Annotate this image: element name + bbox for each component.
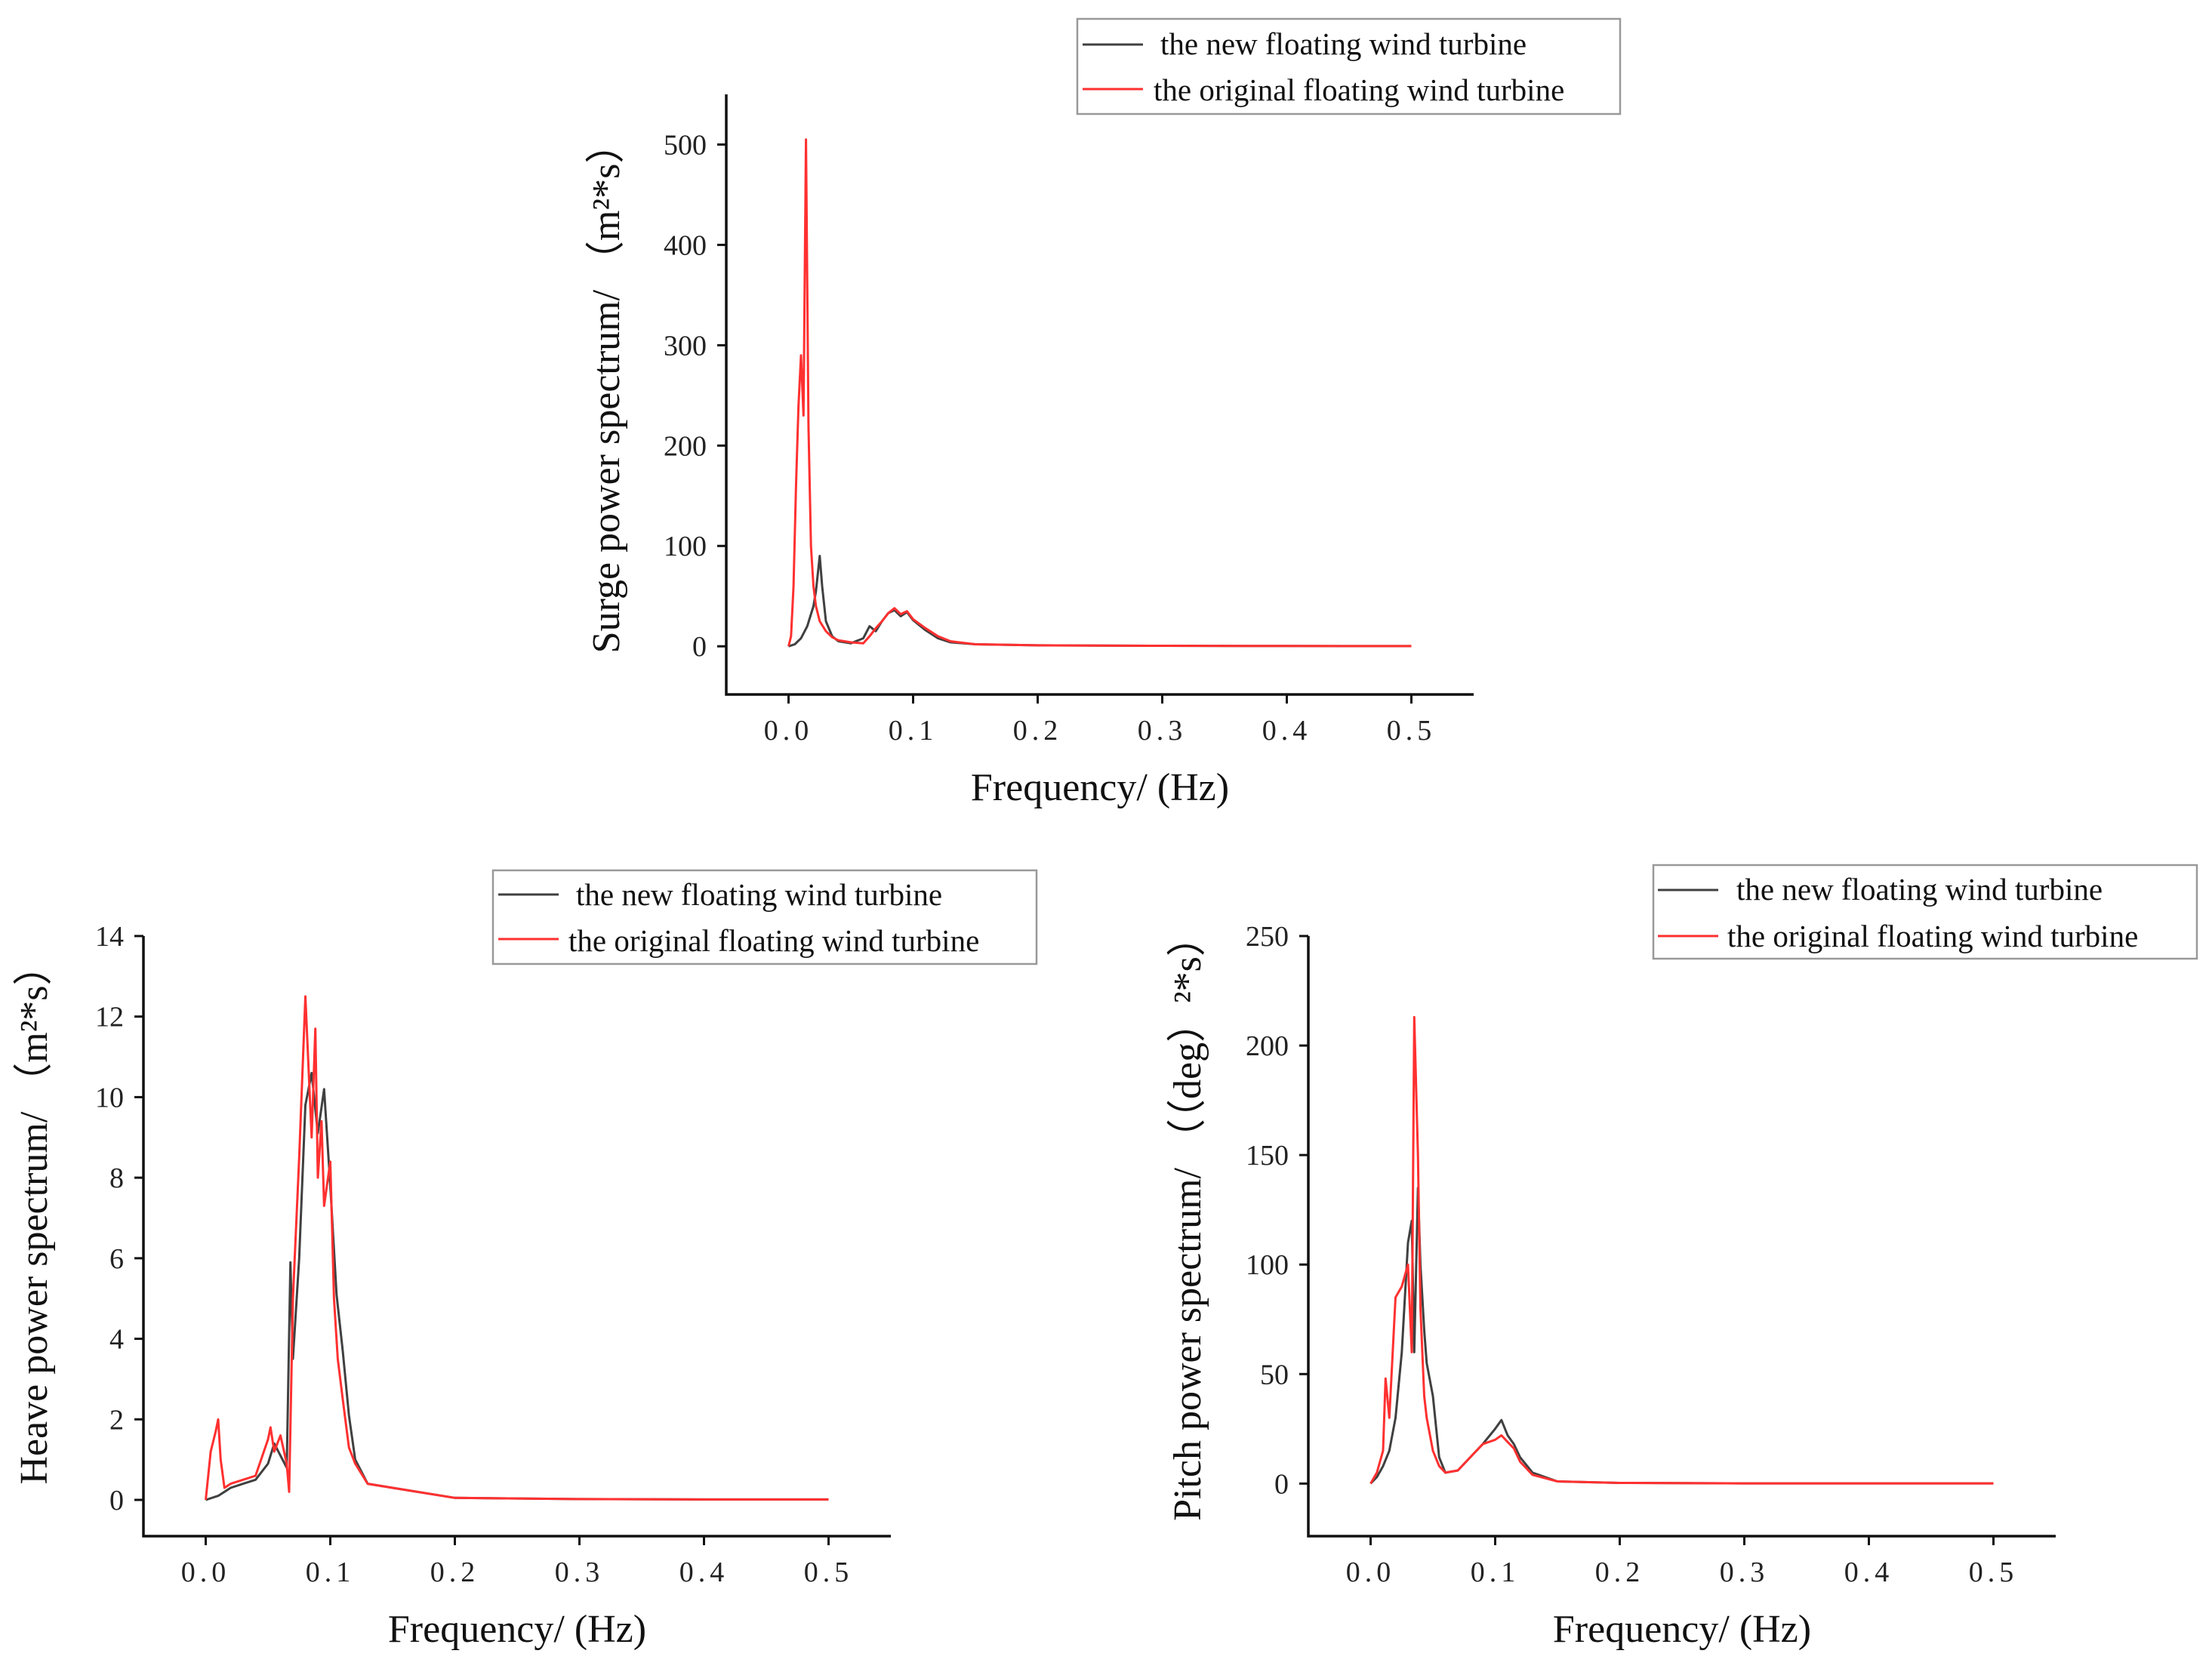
surge-x-axis-label: Frequency/ (Hz) (971, 766, 1229, 809)
surge-y-tick-label: 200 (664, 430, 707, 462)
heave-legend: the new floating wind turbine the origin… (491, 869, 1038, 965)
pitch-y-tick-labels: 0 50 100 150 200 250 (1246, 921, 1289, 1500)
heave-y-tick-label: 14 (95, 921, 124, 953)
heave-axes (142, 936, 891, 1538)
pitch-legend-label-new: the new floating wind turbine (1736, 872, 2103, 907)
pitch-ticks (1299, 935, 1995, 1545)
heave-y-tick-label: 6 (109, 1243, 124, 1275)
surge-legend-label-new: the new floating wind turbine (1160, 26, 1527, 61)
heave-x-tick-label: 0.0 (181, 1557, 231, 1588)
pitch-y-tick-label: 50 (1260, 1359, 1289, 1390)
pitch-x-tick-label: 0.4 (1844, 1557, 1894, 1588)
heave-y-tick-label: 2 (109, 1404, 124, 1436)
heave-y-tick-label: 12 (95, 1002, 124, 1033)
pitch-series-new-line (1369, 1187, 1994, 1485)
pitch-chart: 0 50 100 150 200 250 0.0 0.1 0.2 0.3 0.4 0.5 Pitch… (1166, 864, 2198, 1651)
heave-y-tick-labels: 0 2 4 6 8 10 12 14 (95, 921, 124, 1517)
surge-x-tick-labels: 0.0 0.1 0.2 0.3 0.4 0.5 (764, 715, 1437, 747)
surge-legend: the new floating wind turbine the origin… (1076, 17, 1622, 115)
pitch-legend-label-original: the original floating wind turbine (1727, 919, 2138, 953)
heave-series-original-line (205, 995, 829, 1501)
surge-ticks (717, 143, 1413, 704)
pitch-axes (1307, 936, 2056, 1538)
heave-x-axis-label: Frequency/ (Hz) (388, 1608, 646, 1651)
surge-plot-lines (787, 138, 1412, 648)
pitch-series-original-line (1369, 1015, 1994, 1485)
pitch-y-tick-label: 0 (1274, 1468, 1289, 1500)
surge-x-tick-label: 0.3 (1138, 715, 1188, 747)
pitch-plot-lines (1369, 1015, 1994, 1485)
pitch-y-tick-label: 250 (1246, 921, 1289, 953)
surge-x-tick-label: 0.2 (1013, 715, 1063, 747)
pitch-y-axis-label: Pitch power spectrum/ （（deg）²*s） (1166, 917, 1209, 1521)
heave-x-tick-label: 0.5 (804, 1557, 854, 1588)
heave-y-tick-label: 8 (109, 1162, 124, 1194)
surge-x-tick-label: 0.4 (1262, 715, 1312, 747)
pitch-x-tick-label: 0.0 (1346, 1557, 1396, 1588)
pitch-x-tick-label: 0.1 (1471, 1557, 1520, 1588)
heave-x-tick-label: 0.4 (679, 1557, 729, 1588)
pitch-x-tick-label: 0.5 (1969, 1557, 2019, 1588)
pitch-y-tick-label: 150 (1246, 1140, 1289, 1172)
surge-series-new-line (788, 555, 1412, 648)
heave-legend-label-new: the new floating wind turbine (576, 877, 942, 912)
heave-plot-lines (205, 995, 829, 1501)
heave-y-tick-label: 4 (109, 1324, 124, 1356)
surge-x-tick-label: 0.0 (764, 715, 814, 747)
surge-y-tick-label: 500 (664, 129, 707, 161)
surge-legend-label-original: the original floating wind turbine (1154, 72, 1564, 107)
heave-x-tick-label: 0.2 (430, 1557, 480, 1588)
heave-y-axis-label: Heave power spectrum/ （m²*s） (13, 946, 56, 1484)
pitch-x-tick-label: 0.3 (1720, 1557, 1770, 1588)
surge-y-tick-label: 300 (664, 330, 707, 362)
surge-y-tick-label: 0 (692, 631, 707, 663)
pitch-y-tick-label: 200 (1246, 1030, 1289, 1062)
surge-y-tick-label: 400 (664, 229, 707, 261)
surge-y-tick-labels: 0 100 200 300 400 500 (664, 129, 707, 663)
heave-y-tick-label: 10 (95, 1082, 124, 1113)
pitch-y-tick-label: 100 (1246, 1249, 1289, 1281)
heave-chart: 0 2 4 6 8 10 12 14 0.0 0.1 0.2 0.3 0.4 0.5 Heave pow… (13, 869, 1038, 1651)
pitch-legend: the new floating wind turbine the origin… (1652, 864, 2198, 960)
surge-chart: 0 100 200 300 400 500 0.0 0.1 0.2 0.3 0.4 0.5 Surg… (585, 17, 1622, 809)
surge-y-tick-label: 100 (664, 531, 707, 562)
surge-axes (725, 94, 1474, 696)
surge-x-tick-label: 0.5 (1387, 715, 1437, 747)
heave-ticks (134, 935, 830, 1545)
heave-legend-label-original: the original floating wind turbine (568, 923, 979, 958)
heave-x-tick-labels: 0.0 0.1 0.2 0.3 0.4 0.5 (181, 1557, 854, 1588)
heave-x-tick-label: 0.1 (306, 1557, 356, 1588)
surge-y-axis-label: Surge power spectrum/ （m²*s） (585, 125, 628, 654)
surge-series-original-line (787, 138, 1412, 648)
heave-y-tick-label: 0 (109, 1485, 124, 1517)
surge-x-tick-label: 0.1 (889, 715, 938, 747)
pitch-x-axis-label: Frequency/ (Hz) (1553, 1608, 1811, 1651)
pitch-x-tick-label: 0.2 (1595, 1557, 1645, 1588)
heave-x-tick-label: 0.3 (555, 1557, 605, 1588)
pitch-x-tick-labels: 0.0 0.1 0.2 0.3 0.4 0.5 (1346, 1557, 2019, 1588)
